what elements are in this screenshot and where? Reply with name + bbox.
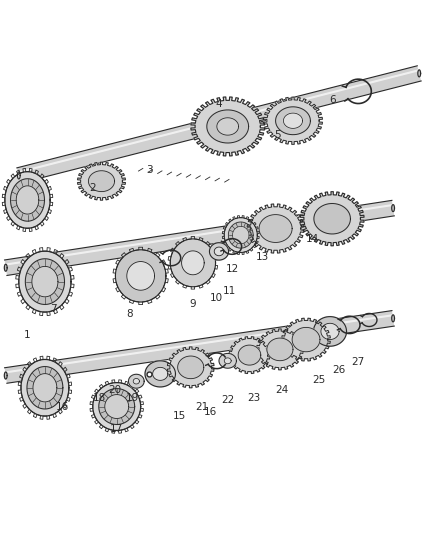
Text: 16: 16 xyxy=(56,401,69,411)
Text: 18: 18 xyxy=(93,393,106,403)
Polygon shape xyxy=(209,243,229,260)
Polygon shape xyxy=(300,192,364,246)
Polygon shape xyxy=(259,215,292,243)
Polygon shape xyxy=(392,205,395,212)
Polygon shape xyxy=(11,179,45,221)
Text: 10: 10 xyxy=(210,293,223,303)
Polygon shape xyxy=(418,70,420,77)
Polygon shape xyxy=(276,107,311,135)
Polygon shape xyxy=(267,338,293,361)
Polygon shape xyxy=(392,315,395,322)
Polygon shape xyxy=(224,217,257,253)
Text: 1: 1 xyxy=(24,330,31,340)
Text: 19: 19 xyxy=(125,393,138,403)
Polygon shape xyxy=(217,118,239,135)
Polygon shape xyxy=(257,329,303,370)
Polygon shape xyxy=(33,374,57,402)
Polygon shape xyxy=(32,266,58,297)
Polygon shape xyxy=(88,171,115,192)
Polygon shape xyxy=(19,251,71,312)
Polygon shape xyxy=(127,262,155,290)
Polygon shape xyxy=(18,172,20,179)
Polygon shape xyxy=(178,356,204,378)
Text: 7: 7 xyxy=(50,304,57,313)
Text: 20: 20 xyxy=(108,385,121,395)
Polygon shape xyxy=(25,385,64,405)
Polygon shape xyxy=(292,327,320,352)
Text: 3: 3 xyxy=(146,165,153,175)
Polygon shape xyxy=(233,227,249,244)
Polygon shape xyxy=(207,110,249,143)
Polygon shape xyxy=(27,367,63,409)
Polygon shape xyxy=(4,372,7,379)
Text: 15: 15 xyxy=(173,411,187,422)
Text: 21: 21 xyxy=(195,401,208,411)
Polygon shape xyxy=(152,367,168,381)
Text: 17: 17 xyxy=(110,424,124,433)
Polygon shape xyxy=(167,347,214,388)
Polygon shape xyxy=(182,251,204,275)
Polygon shape xyxy=(99,389,134,424)
Text: 26: 26 xyxy=(332,365,345,375)
Polygon shape xyxy=(78,162,125,200)
Polygon shape xyxy=(5,172,50,228)
Text: 8: 8 xyxy=(127,309,133,319)
Text: 13: 13 xyxy=(256,252,269,262)
Polygon shape xyxy=(314,204,350,234)
Polygon shape xyxy=(93,383,141,431)
Text: 14: 14 xyxy=(306,234,319,244)
Polygon shape xyxy=(264,97,322,144)
Polygon shape xyxy=(4,264,7,271)
Polygon shape xyxy=(282,318,330,361)
Text: 11: 11 xyxy=(223,286,237,296)
Polygon shape xyxy=(105,394,129,418)
Polygon shape xyxy=(128,374,144,388)
Polygon shape xyxy=(247,204,304,253)
Text: 22: 22 xyxy=(221,395,234,405)
Polygon shape xyxy=(4,200,394,276)
Text: 16: 16 xyxy=(204,407,217,417)
Text: 12: 12 xyxy=(226,264,239,274)
Polygon shape xyxy=(133,378,139,384)
Polygon shape xyxy=(214,247,224,256)
Polygon shape xyxy=(238,345,261,365)
Polygon shape xyxy=(191,97,265,156)
Polygon shape xyxy=(314,317,346,346)
Text: 27: 27 xyxy=(352,357,365,367)
Polygon shape xyxy=(219,353,237,368)
Polygon shape xyxy=(228,222,253,248)
Polygon shape xyxy=(321,324,339,340)
Polygon shape xyxy=(25,259,64,304)
Text: 2: 2 xyxy=(89,183,96,193)
Polygon shape xyxy=(4,311,394,383)
Text: 9: 9 xyxy=(190,300,196,310)
Text: 4: 4 xyxy=(215,100,223,109)
Text: 24: 24 xyxy=(276,385,289,395)
Text: 25: 25 xyxy=(312,375,326,385)
Polygon shape xyxy=(229,337,270,374)
Text: 6: 6 xyxy=(329,94,336,104)
Polygon shape xyxy=(21,359,69,416)
Polygon shape xyxy=(17,66,421,183)
Polygon shape xyxy=(170,239,215,287)
Polygon shape xyxy=(16,186,39,214)
Text: 23: 23 xyxy=(247,393,261,403)
Polygon shape xyxy=(224,358,231,364)
Polygon shape xyxy=(145,361,176,387)
Polygon shape xyxy=(23,279,67,300)
Text: 5: 5 xyxy=(275,130,281,140)
Polygon shape xyxy=(116,250,166,302)
Polygon shape xyxy=(283,113,303,128)
